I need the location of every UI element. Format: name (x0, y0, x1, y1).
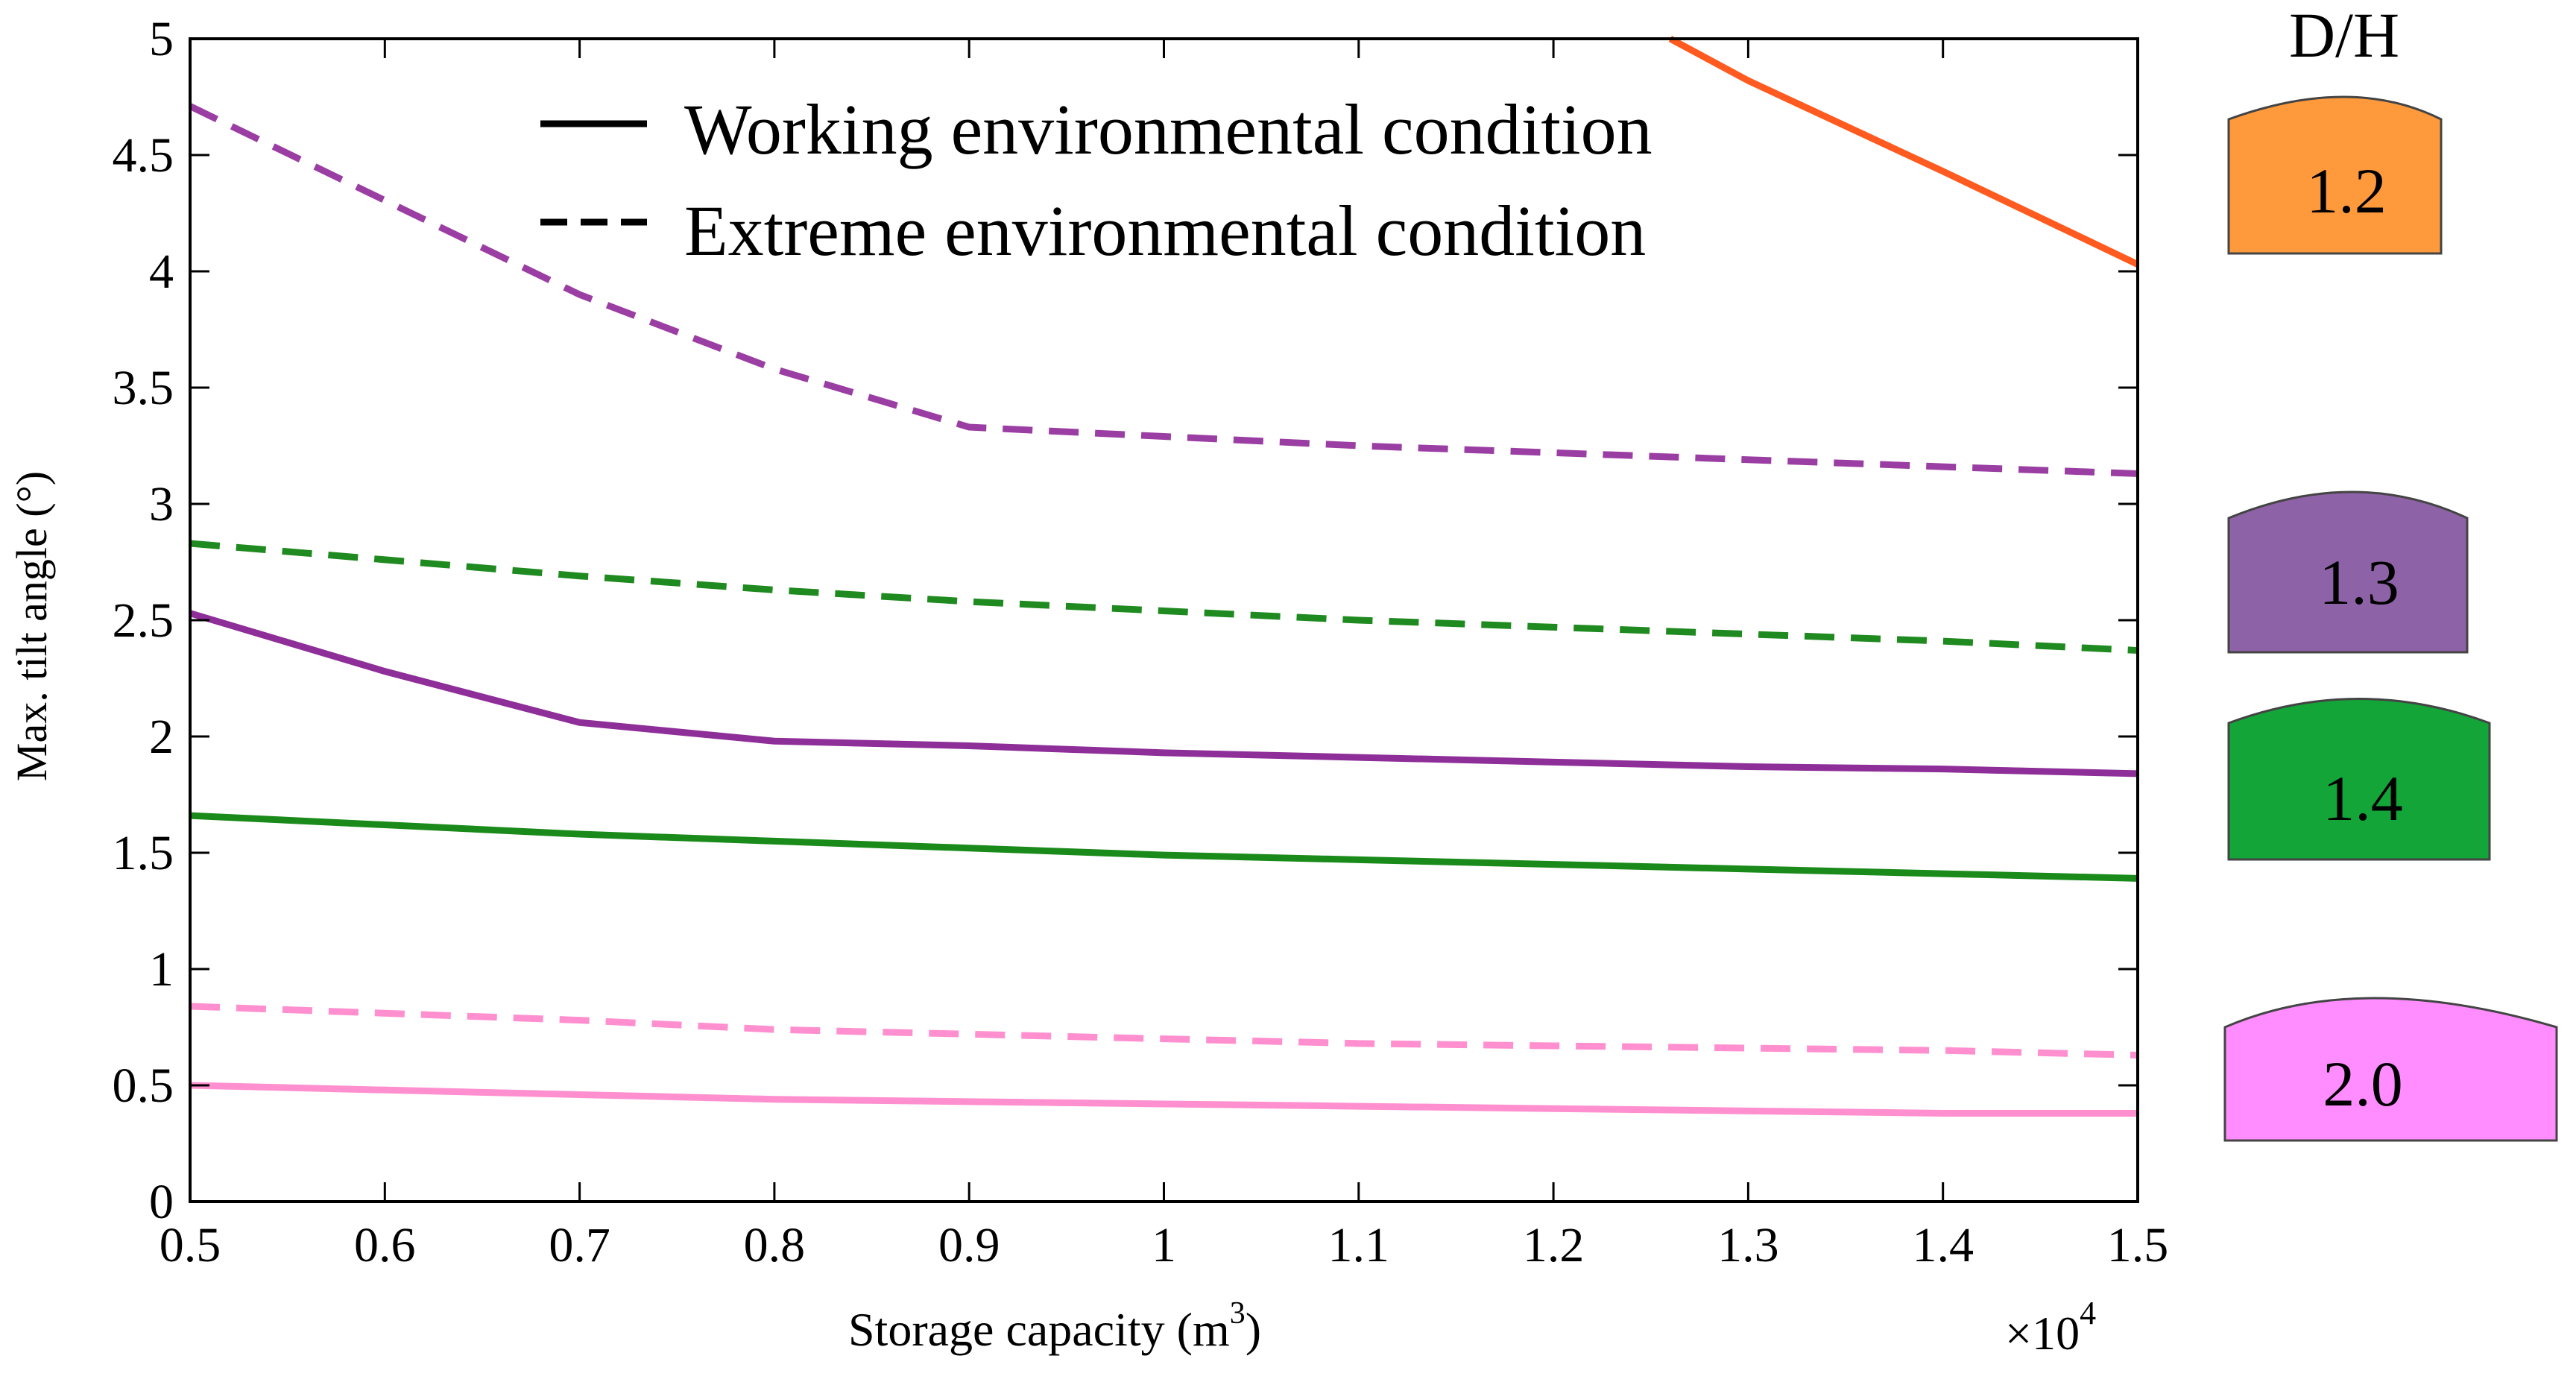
x-multiplier-base: ×10 (2005, 1307, 2080, 1360)
x-tick-label: 1 (1152, 1218, 1176, 1272)
x-multiplier-exponent: 4 (2080, 1295, 2096, 1331)
tank-shape-1.2 (2227, 95, 2443, 255)
x-tick-label: 1.3 (1717, 1218, 1779, 1272)
x-tick-label: 1.1 (1328, 1218, 1390, 1272)
y-tick-label: 0 (149, 1175, 174, 1229)
tank-icon-1.3: 1.3 (2227, 490, 2469, 654)
x-axis-label-superscript: 3 (1230, 1296, 1246, 1331)
y-tick-label: 2.5 (113, 593, 174, 648)
tank-label-1.3: 1.3 (2319, 546, 2399, 618)
series-line-1-2-solid (1668, 36, 2139, 268)
legend-label-working: Working environmental condition (684, 89, 1652, 169)
tank-icon-1.4: 1.4 (2227, 698, 2491, 861)
series-line-1-3-dashed (189, 103, 2138, 477)
tank-shape-1.4 (2227, 698, 2491, 861)
y-tick-label: 4.5 (113, 128, 174, 183)
x-multiplier: ×104 (2005, 1295, 2096, 1360)
tank-icon-1.2: 1.2 (2227, 95, 2443, 255)
y-tick-label: 5 (149, 12, 174, 66)
x-axis-label-main: Storage capacity (m (848, 1303, 1230, 1356)
series-line-1-4-dashed (189, 540, 2138, 654)
tank-shape-2.0 (2223, 997, 2558, 1142)
legend-label-extreme: Extreme environmental condition (684, 191, 1646, 271)
y-axis-label: Max. tilt angle (°) (7, 471, 56, 781)
tank-shape-1.3 (2227, 490, 2469, 654)
x-axis-label-suffix: ) (1246, 1303, 1261, 1356)
legend: Working environmental condition Extreme … (540, 89, 1652, 271)
tank-icon-2.0: 2.0 (2223, 997, 2558, 1142)
tank-label-2.0: 2.0 (2323, 1048, 2403, 1120)
y-tick-label: 1 (149, 942, 174, 997)
x-axis-label: Storage capacity (m3) (848, 1296, 1261, 1356)
series-line-2-0-solid (189, 1082, 2138, 1117)
series-line-2-0-dashed (189, 1003, 2138, 1059)
series-line-1-3-solid (189, 610, 2138, 777)
x-tick-label: 0.7 (549, 1218, 610, 1272)
x-axis: 0.5 0.6 0.7 0.8 0.9 1 1.1 1.2 1.3 1.4 1.5 (160, 39, 2169, 1272)
x-tick-label: 0.6 (354, 1218, 416, 1272)
y-tick-label: 4 (149, 244, 174, 299)
y-tick-label: 0.5 (113, 1059, 174, 1113)
y-tick-label: 3.5 (113, 361, 174, 415)
x-tick-label: 1.2 (1523, 1218, 1585, 1272)
y-axis: 0 0.5 1 1.5 2 2.5 3 3.5 4 4.5 5 (113, 12, 2138, 1229)
tank-label-1.2: 1.2 (2306, 155, 2387, 227)
x-tick-label: 0.8 (744, 1218, 806, 1272)
series-group (189, 36, 2139, 1117)
x-tick-label: 0.5 (160, 1218, 221, 1272)
dh-title: D/H (2289, 0, 2399, 71)
series-line-1-4-solid (189, 812, 2138, 882)
tank-label-1.4: 1.4 (2323, 763, 2403, 834)
y-tick-label: 2 (149, 710, 174, 764)
x-tick-label: 0.9 (938, 1218, 1000, 1272)
y-tick-label: 1.5 (113, 826, 174, 880)
y-tick-label: 3 (149, 477, 174, 531)
x-tick-label: 1.5 (2107, 1218, 2169, 1272)
x-tick-label: 1.4 (1912, 1218, 1974, 1272)
